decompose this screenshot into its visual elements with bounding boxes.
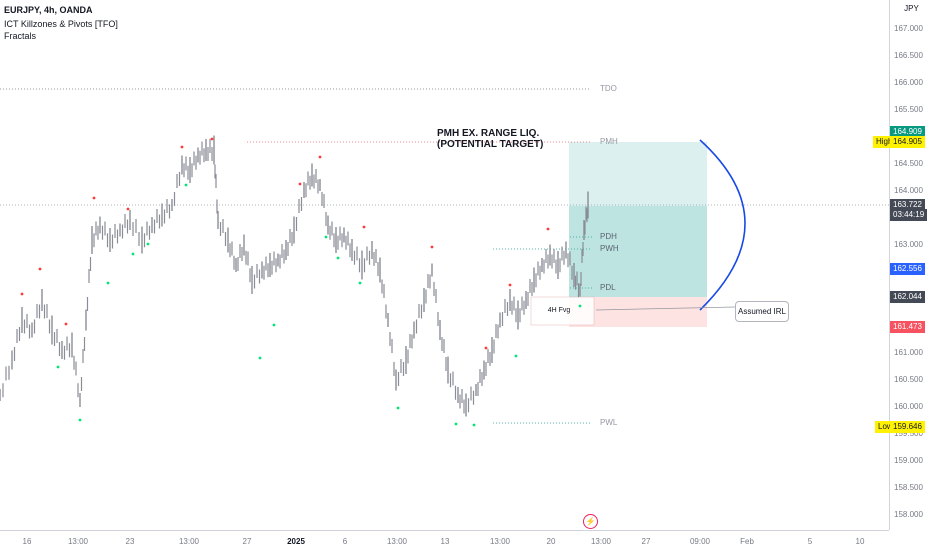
fractal-up-marker	[336, 256, 340, 260]
fractal-down-marker	[180, 145, 184, 149]
chart-area[interactable]: EURJPY, 4h, OANDA ICT Killzones & Pivots…	[0, 0, 889, 530]
fractal-down-marker	[64, 322, 68, 326]
low-value-tag: 159.646	[890, 421, 925, 433]
symbol-legend[interactable]: EURJPY, 4h, OANDA	[4, 5, 93, 15]
high-label-tag: High	[873, 136, 896, 148]
entry-price-tag: 162.556	[890, 263, 925, 275]
fractal-up-marker	[396, 406, 400, 410]
fvg-box	[530, 296, 595, 326]
time-tick-label: 13:00	[67, 537, 89, 546]
fractal-up-marker	[258, 356, 262, 360]
time-tick-label: Feb	[740, 537, 754, 546]
indicator-legend-fractals[interactable]: Fractals	[4, 31, 37, 41]
reference-price-tag: 162.044	[890, 291, 925, 303]
price-tick-label: 164.500	[894, 159, 923, 168]
price-tick-label: 159.500	[894, 429, 923, 438]
fractal-down-marker	[430, 245, 434, 249]
target-zone	[569, 142, 707, 206]
price-tick-label: 159.000	[894, 456, 923, 465]
price-tick-label: 166.500	[894, 51, 923, 60]
fractal-up-marker	[358, 281, 362, 285]
fractal-up-marker	[454, 422, 458, 426]
pmh-label: PMH	[600, 137, 618, 146]
price-chart-svg[interactable]	[0, 0, 889, 530]
fractal-down-marker	[484, 346, 488, 350]
time-tick-label: 27	[242, 537, 252, 546]
time-tick-label: 23	[125, 537, 135, 546]
candles	[0, 135, 589, 417]
target-annotation-line1[interactable]: PMH EX. RANGE LIQ.	[437, 128, 540, 139]
currency-label[interactable]: JPY	[904, 4, 919, 13]
time-tick-label: 5	[807, 537, 813, 546]
time-tick-label: 13:00	[489, 537, 511, 546]
price-tick-label: 158.000	[894, 510, 923, 519]
price-tick-label: 164.000	[894, 186, 923, 195]
pwh-label: PWH	[600, 244, 619, 253]
fractal-down-marker	[126, 207, 130, 211]
pwl-label: PWL	[600, 418, 618, 427]
price-tick-label: 158.500	[894, 483, 923, 492]
time-tick-label: 10	[855, 537, 865, 546]
time-tick-label: 09:00	[689, 537, 711, 546]
fractal-down-marker	[362, 225, 366, 229]
time-tick-label: 13:00	[590, 537, 612, 546]
pdl-label: PDL	[600, 283, 616, 292]
fractal-down-marker	[298, 182, 302, 186]
profit-zone	[569, 206, 707, 297]
target-annotation-line2[interactable]: (POTENTIAL TARGET)	[437, 139, 544, 150]
stop-price-tag: 161.473	[890, 321, 925, 333]
fractal-up-marker	[472, 423, 476, 427]
fractal-down-marker	[546, 227, 550, 231]
fractal-markers	[20, 137, 582, 427]
price-tick-label: 160.500	[894, 375, 923, 384]
pdh-label: PDH	[600, 232, 617, 241]
last-price-tag: 163.722	[890, 199, 925, 211]
lightning-icon[interactable]: ⚡	[583, 514, 598, 529]
fractal-up-marker	[324, 235, 328, 239]
time-tick-label: 27	[641, 537, 651, 546]
price-tick-label: 167.000	[894, 24, 923, 33]
fractal-down-marker	[20, 292, 24, 296]
tdo-label: TDO	[600, 84, 617, 93]
price-tick-label: 161.000	[894, 348, 923, 357]
fractal-down-marker	[318, 155, 322, 159]
fractal-up-marker	[146, 242, 150, 246]
fractal-down-marker	[210, 137, 214, 141]
fractal-up-marker	[131, 252, 135, 256]
fractal-down-marker	[508, 283, 512, 287]
price-tick-label: 165.500	[894, 105, 923, 114]
price-tick-label: 166.000	[894, 78, 923, 87]
fractal-up-marker	[514, 354, 518, 358]
bar-countdown-tag: 03:44:19	[890, 209, 928, 221]
fractal-down-marker	[92, 196, 96, 200]
time-tick-label: 16	[22, 537, 32, 546]
time-tick-label: 6	[342, 537, 348, 546]
assumed-irl-callout[interactable]: Assumed IRL	[735, 301, 789, 322]
time-tick-label: 2025	[287, 537, 305, 546]
fractal-up-marker	[184, 183, 188, 187]
time-axis[interactable]: 16 13:00 23 13:00 27 2025 6 13:00 13 13:00 20 13:00…	[0, 530, 889, 550]
fractal-up-marker	[78, 418, 82, 422]
fractal-up-marker	[272, 323, 276, 327]
fvg-label[interactable]: 4H Fvg	[547, 307, 571, 314]
price-tick-label: 160.000	[894, 402, 923, 411]
fractal-up-marker	[56, 365, 60, 369]
time-tick-label: 13:00	[178, 537, 200, 546]
time-tick-label: 13	[440, 537, 450, 546]
indicator-legend-killzones[interactable]: ICT Killzones & Pivots [TFO]	[4, 19, 118, 29]
time-tick-label: 20	[546, 537, 556, 546]
price-tick-label: 163.000	[894, 240, 923, 249]
fractal-up-marker	[578, 304, 582, 308]
irl-connector	[595, 306, 736, 311]
fractal-up-marker	[106, 281, 110, 285]
time-tick-label: 13:00	[386, 537, 408, 546]
target-price-tag: 164.909	[890, 126, 925, 138]
high-value-tag: 164.905	[890, 136, 925, 148]
fractal-down-marker	[38, 267, 42, 271]
price-axis[interactable]: JPY 167.000166.500166.000165.500165.0001…	[873, 0, 932, 530]
projection-curve	[699, 139, 746, 311]
